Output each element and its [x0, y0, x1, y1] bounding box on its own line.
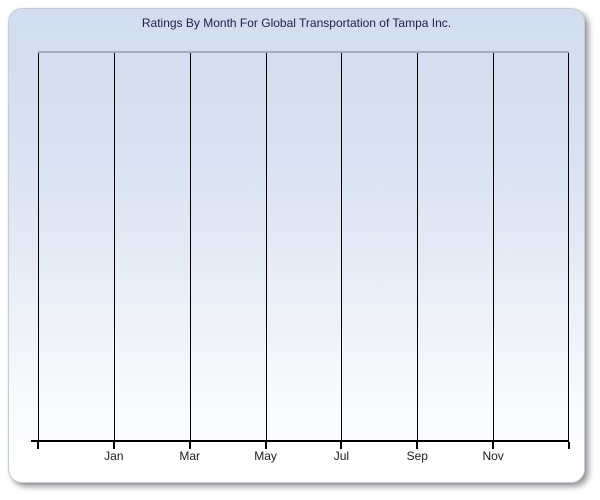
- x-axis-label-mar: Mar: [179, 449, 201, 463]
- x-axis-tick: [568, 442, 570, 449]
- gridline: [113, 53, 115, 441]
- chart-title: Ratings By Month For Global Transportati…: [141, 16, 452, 30]
- x-axis-label-jan: Jan: [104, 449, 124, 463]
- x-axis-tick: [37, 442, 39, 449]
- gridline: [568, 53, 569, 441]
- x-axis-line: [31, 440, 569, 442]
- chart-card: Ratings By Month For Global Transportati…: [8, 8, 585, 483]
- x-axis-label-sep: Sep: [406, 449, 428, 463]
- gridline: [189, 53, 191, 441]
- x-axis-tick: [340, 442, 343, 449]
- x-axis-tick: [264, 442, 267, 449]
- gridline: [493, 53, 495, 441]
- x-axis-tick: [492, 442, 495, 449]
- gridline: [417, 53, 419, 441]
- x-axis-label-may: May: [254, 449, 277, 463]
- x-axis-tick: [188, 442, 191, 449]
- gridline: [38, 53, 39, 441]
- gridline: [341, 53, 343, 441]
- x-axis-label-nov: Nov: [482, 449, 504, 463]
- x-axis-label-jul: Jul: [333, 449, 350, 463]
- x-axis-tick: [112, 442, 115, 449]
- gridline: [265, 53, 267, 441]
- plot-area: Jan Mar May Jul Sep Nov: [31, 51, 570, 463]
- x-axis-tick: [416, 442, 419, 449]
